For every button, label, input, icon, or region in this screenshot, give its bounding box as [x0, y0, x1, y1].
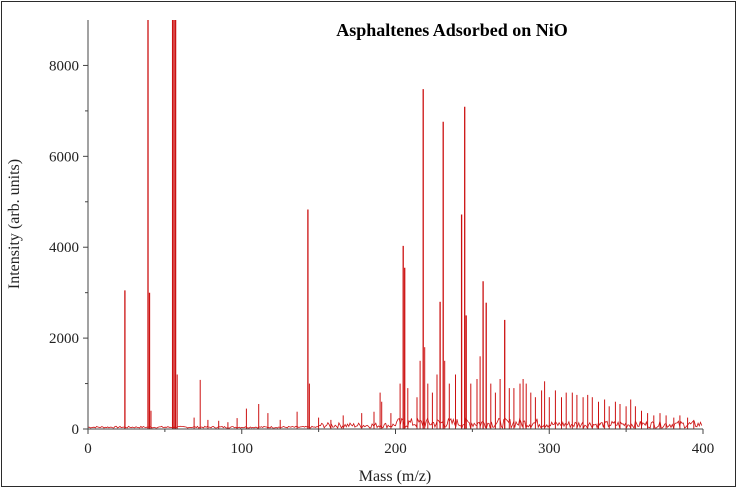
x-axis-label: Mass (m/z): [359, 468, 431, 485]
x-tick-label: 400: [692, 441, 715, 457]
x-tick-label: 100: [231, 441, 254, 457]
y-tick-label: 2000: [49, 331, 79, 347]
y-tick-label: 8000: [49, 58, 79, 74]
y-tick-label: 4000: [49, 240, 79, 256]
baseline-noise-line: [87, 417, 703, 430]
spectrum-series: [87, 20, 703, 430]
y-tick-label: 0: [72, 422, 80, 438]
x-tick-label: 200: [384, 441, 407, 457]
x-tick-label: 0: [84, 441, 92, 457]
chart-title: Asphaltenes Adsorbed on NiO: [336, 20, 568, 40]
y-tick-label: 6000: [49, 149, 79, 165]
y-axis-label: Intensity (arb. units): [6, 159, 23, 289]
x-tick-label: 300: [538, 441, 561, 457]
